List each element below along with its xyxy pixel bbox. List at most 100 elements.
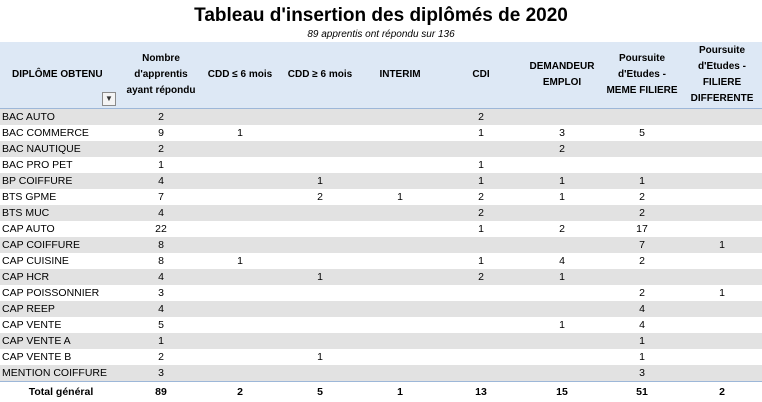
row-label: BAC COMMERCE [0, 125, 122, 141]
row-label: BTS MUC [0, 205, 122, 221]
table-cell [682, 189, 762, 205]
row-label: BP COIFFURE [0, 173, 122, 189]
table-cell [280, 333, 360, 349]
table-cell: 4 [522, 253, 602, 269]
header-cdi: CDI [440, 42, 522, 109]
table-cell: 1 [280, 349, 360, 365]
row-label: BAC PRO PET [0, 157, 122, 173]
page-subtitle: 89 apprentis ont répondu sur 136 [0, 29, 762, 41]
table-cell: 1 [122, 333, 200, 349]
table-cell [522, 237, 602, 253]
table-cell: 5 [602, 125, 682, 141]
table-cell [682, 317, 762, 333]
table-cell: 2 [440, 269, 522, 285]
table-cell: 1 [602, 333, 682, 349]
table-cell: 1 [682, 285, 762, 301]
table-cell [280, 157, 360, 173]
table-cell [602, 157, 682, 173]
table-cell: 7 [122, 189, 200, 205]
table-cell [440, 365, 522, 382]
table-cell: 8 [122, 237, 200, 253]
dropdown-filter-icon[interactable]: ▼ [102, 92, 116, 106]
table-cell: 1 [440, 157, 522, 173]
total-row: Total général 89 2 5 1 13 15 51 2 [0, 382, 762, 402]
table-cell [682, 301, 762, 317]
header-interim: INTERIM [360, 42, 440, 109]
table-cell: 2 [440, 189, 522, 205]
row-label: CAP COIFFURE [0, 237, 122, 253]
table-cell [280, 141, 360, 157]
table-cell [682, 365, 762, 382]
total-cell: 2 [200, 382, 280, 402]
table-cell [440, 317, 522, 333]
table-cell: 7 [602, 237, 682, 253]
table-cell: 1 [440, 125, 522, 141]
table-cell [682, 173, 762, 189]
table-cell [280, 125, 360, 141]
table-cell: 2 [280, 189, 360, 205]
total-cell: 89 [122, 382, 200, 402]
table-cell [360, 253, 440, 269]
table-cell [360, 173, 440, 189]
table-cell: 1 [122, 157, 200, 173]
row-label: CAP AUTO [0, 221, 122, 237]
total-cell: 51 [602, 382, 682, 402]
table-cell: 2 [122, 141, 200, 157]
table-cell [360, 157, 440, 173]
table-cell [200, 317, 280, 333]
table-cell: 2 [602, 253, 682, 269]
table-cell: 22 [122, 221, 200, 237]
table-cell: 2 [122, 109, 200, 126]
insertion-table: DIPLÔME OBTENU ▼ Nombre d'apprentis ayan… [0, 42, 762, 402]
table-cell [522, 301, 602, 317]
table-cell: 8 [122, 253, 200, 269]
table-cell: 4 [602, 301, 682, 317]
table-cell [682, 125, 762, 141]
table-cell [200, 301, 280, 317]
row-label: CAP VENTE B [0, 349, 122, 365]
table-cell [682, 221, 762, 237]
table-cell: 2 [440, 205, 522, 221]
table-cell [200, 189, 280, 205]
header-demandeur: DEMANDEUR EMPLOI [522, 42, 602, 109]
page-title: Tableau d'insertion des diplômés de 2020 [0, 4, 762, 28]
table-cell: 4 [122, 269, 200, 285]
table-cell [522, 109, 602, 126]
table-cell: 1 [200, 253, 280, 269]
table-cell [200, 285, 280, 301]
table-cell [682, 269, 762, 285]
table-cell: 4 [122, 173, 200, 189]
table-cell [682, 141, 762, 157]
header-cdd-le6: CDD ≤ 6 mois [200, 42, 280, 109]
table-cell: 2 [602, 189, 682, 205]
table-cell [200, 157, 280, 173]
table-cell [522, 285, 602, 301]
row-label: CAP VENTE A [0, 333, 122, 349]
table-cell [602, 141, 682, 157]
table-cell: 3 [602, 365, 682, 382]
row-label: CAP REEP [0, 301, 122, 317]
table-cell: 3 [522, 125, 602, 141]
table-cell: 2 [522, 141, 602, 157]
table-cell [280, 317, 360, 333]
table-cell [682, 349, 762, 365]
row-label: CAP CUISINE [0, 253, 122, 269]
total-label: Total général [0, 382, 122, 402]
table-cell: 4 [122, 301, 200, 317]
table-cell [360, 333, 440, 349]
table-cell [522, 333, 602, 349]
total-cell: 15 [522, 382, 602, 402]
